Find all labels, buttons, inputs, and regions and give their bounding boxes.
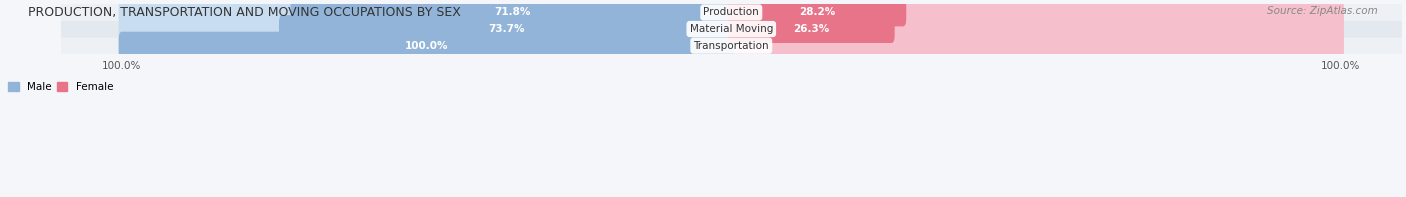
FancyBboxPatch shape xyxy=(118,32,734,59)
Text: 100.0%: 100.0% xyxy=(1322,61,1361,71)
FancyBboxPatch shape xyxy=(291,0,734,26)
Text: Production: Production xyxy=(703,7,759,18)
FancyBboxPatch shape xyxy=(60,21,1402,37)
FancyBboxPatch shape xyxy=(728,0,907,26)
FancyBboxPatch shape xyxy=(118,15,734,43)
Text: 100.0%: 100.0% xyxy=(103,61,142,71)
FancyBboxPatch shape xyxy=(118,0,734,26)
Text: Source: ZipAtlas.com: Source: ZipAtlas.com xyxy=(1267,6,1378,16)
Text: PRODUCTION, TRANSPORTATION AND MOVING OCCUPATIONS BY SEX: PRODUCTION, TRANSPORTATION AND MOVING OC… xyxy=(28,6,461,19)
Text: 100.0%: 100.0% xyxy=(405,41,449,51)
FancyBboxPatch shape xyxy=(60,37,1402,54)
FancyBboxPatch shape xyxy=(60,4,1402,21)
Legend: Male, Female: Male, Female xyxy=(4,77,117,96)
Text: 28.2%: 28.2% xyxy=(799,7,835,18)
FancyBboxPatch shape xyxy=(118,32,734,59)
FancyBboxPatch shape xyxy=(278,15,734,43)
Text: Transportation: Transportation xyxy=(693,41,769,51)
Text: Material Moving: Material Moving xyxy=(689,24,773,34)
FancyBboxPatch shape xyxy=(728,15,894,43)
FancyBboxPatch shape xyxy=(728,32,1344,59)
FancyBboxPatch shape xyxy=(728,15,1344,43)
FancyBboxPatch shape xyxy=(728,0,1344,26)
Text: 71.8%: 71.8% xyxy=(495,7,530,18)
Text: 73.7%: 73.7% xyxy=(488,24,524,34)
Text: 26.3%: 26.3% xyxy=(793,24,830,34)
